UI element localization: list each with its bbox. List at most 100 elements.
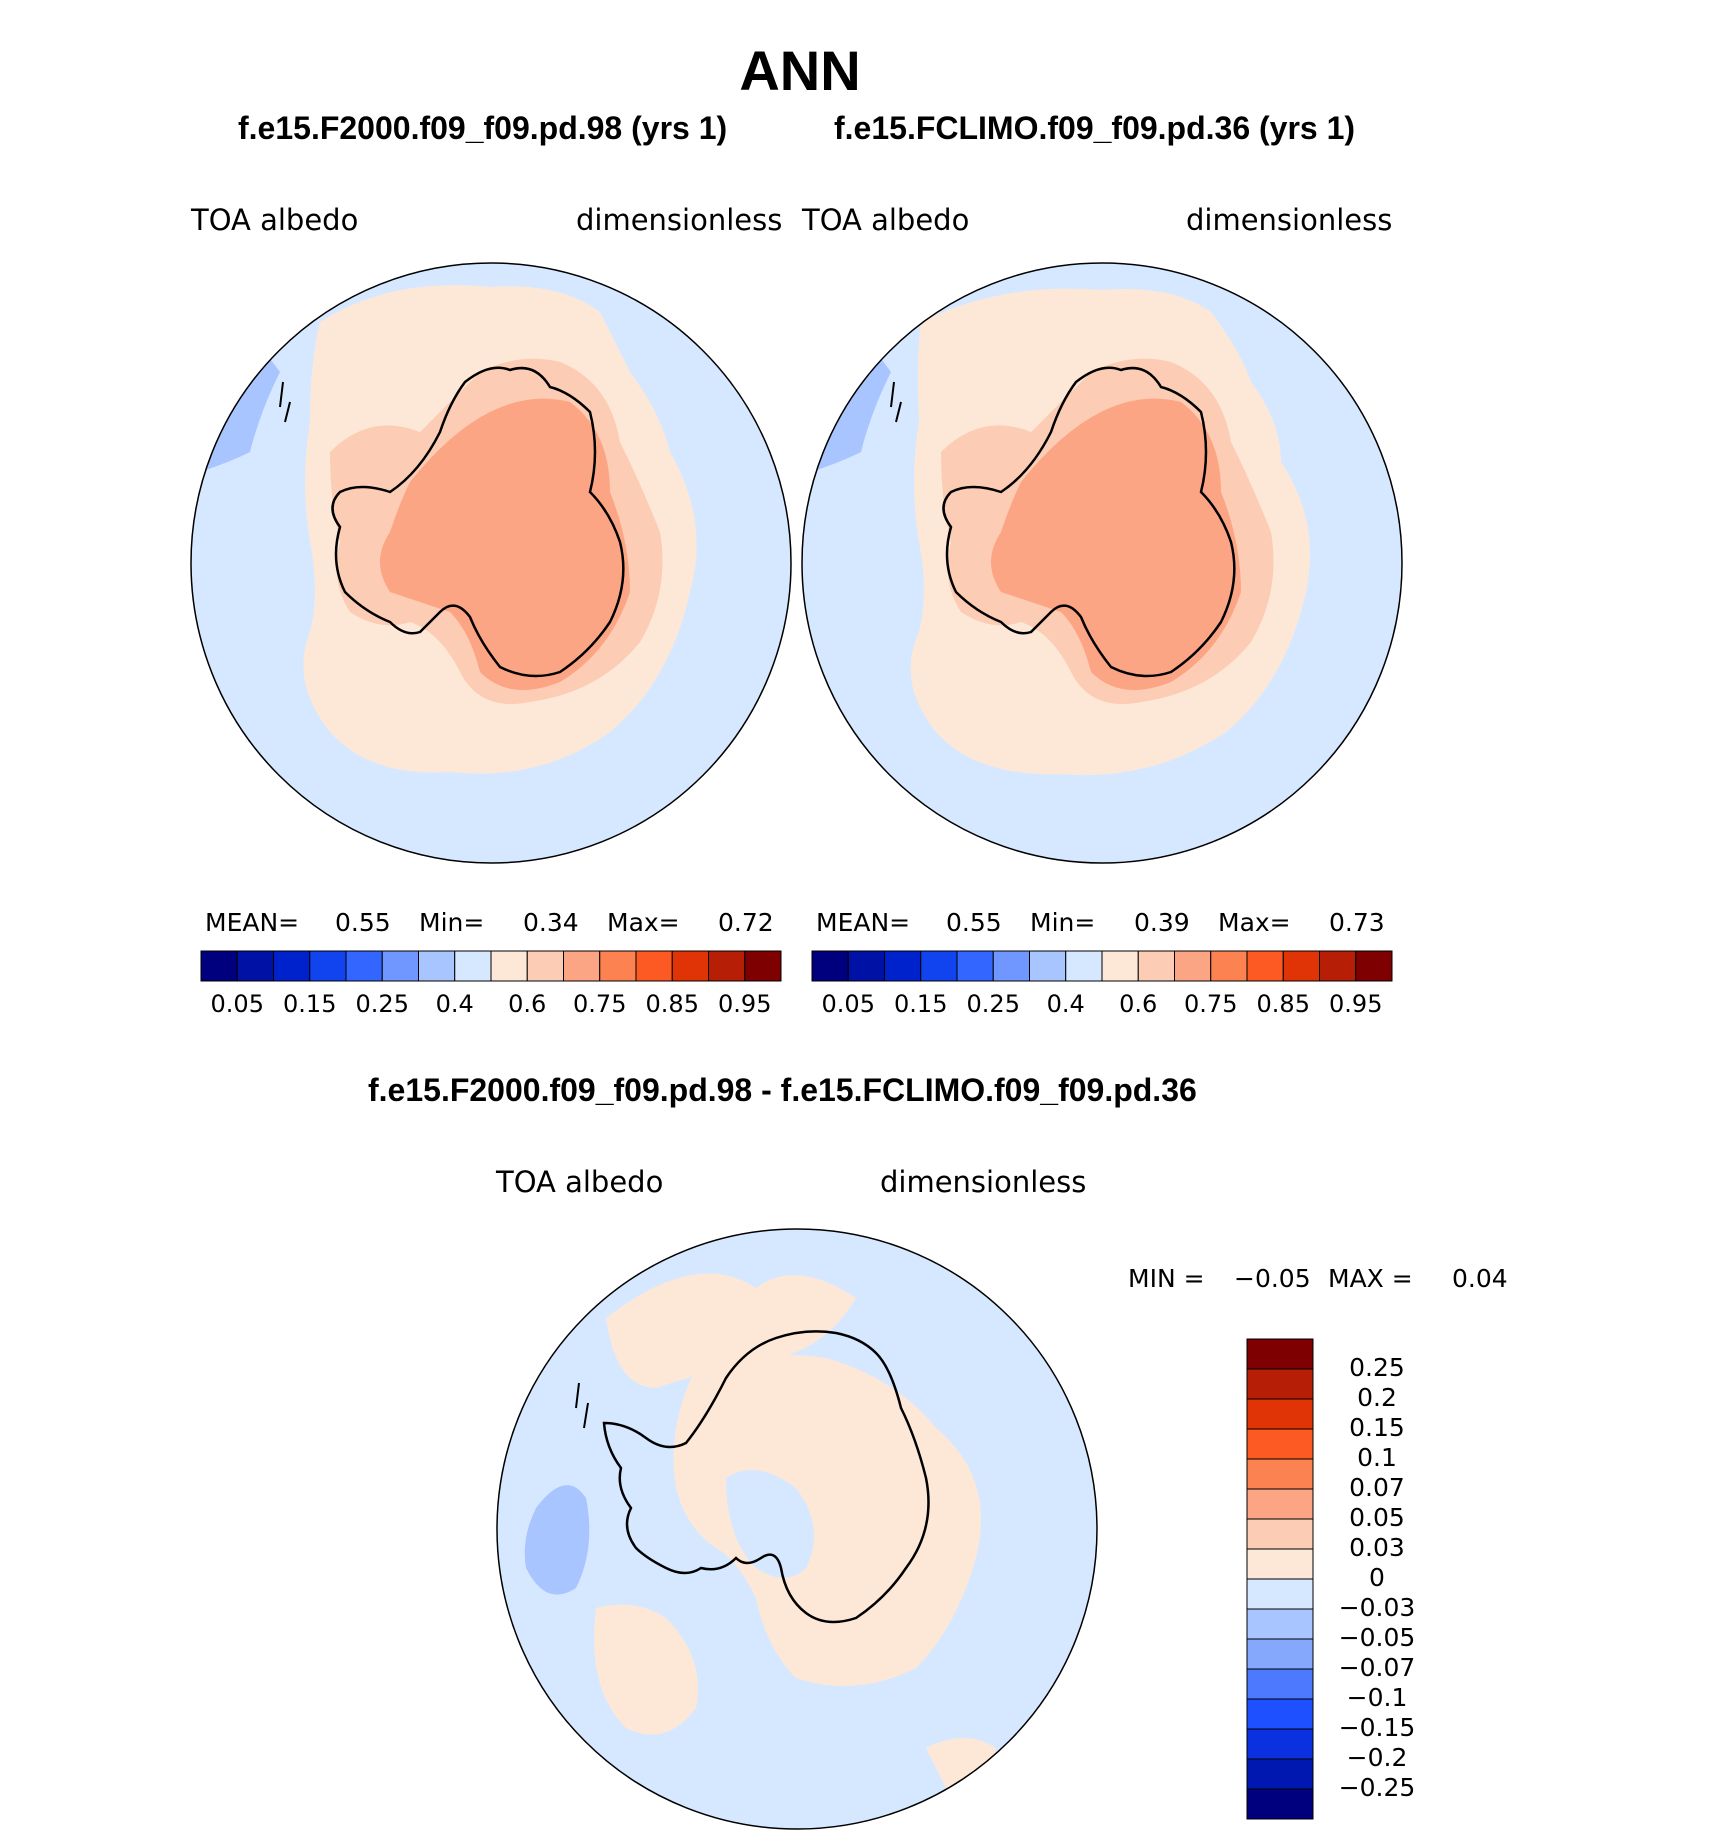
right-max-value: 0.73	[1329, 908, 1385, 937]
colorbar-swatch	[309, 950, 347, 982]
case-title-right: f.e15.FCLIMO.f09_f09.pd.36 (yrs 1)	[834, 110, 1356, 146]
colorbar-swatch	[1246, 1638, 1314, 1670]
high-albedo-zone	[380, 398, 630, 690]
colorbar-swatch	[563, 950, 601, 982]
diff-max-label: MAX =	[1328, 1264, 1413, 1293]
colorbar-swatch	[1246, 1458, 1314, 1490]
difference-colorbar	[1246, 1338, 1314, 1820]
colorbar-tick-label: −0.15	[1338, 1713, 1416, 1742]
colorbar-tick-label: −0.03	[1338, 1593, 1416, 1622]
colorbar-swatch	[1282, 950, 1320, 982]
difference-title: f.e15.F2000.f09_f09.pd.98 - f.e15.FCLIMO…	[368, 1072, 1197, 1108]
colorbar-tick-label: 0.6	[1119, 990, 1158, 1018]
colorbar-tick-label: 0.4	[1046, 990, 1085, 1018]
colorbar-swatch	[744, 950, 782, 982]
left-min-label: Min=	[419, 908, 485, 937]
left-colorbar	[200, 950, 782, 982]
colorbar-tick-label: −0.05	[1338, 1623, 1416, 1652]
colorbar-tick-label: 0.15	[283, 990, 337, 1018]
colorbar-swatch	[1246, 1398, 1314, 1430]
left-colorbar-ticks: 0.05 0.15 0.25 0.4 0.6 0.75 0.85 0.95	[200, 990, 782, 1020]
colorbar-swatch	[708, 950, 746, 982]
colorbar-swatch	[418, 950, 456, 982]
left-min-value: 0.34	[523, 908, 579, 937]
diff-max-value: 0.04	[1452, 1264, 1508, 1293]
colorbar-swatch	[1246, 1368, 1314, 1400]
colorbar-swatch	[1246, 950, 1284, 982]
colorbar-swatch	[1355, 950, 1393, 982]
coastline-islands	[890, 381, 902, 423]
right-colorbar	[811, 950, 1393, 982]
right-mean-label: MEAN=	[816, 908, 911, 937]
left-max-label: Max=	[607, 908, 680, 937]
colorbar-swatch	[1246, 1758, 1314, 1790]
colorbar-tick-label: −0.1	[1346, 1683, 1408, 1712]
colorbar-swatch	[599, 950, 637, 982]
colorbar-swatch	[1246, 1698, 1314, 1730]
colorbar-swatch	[200, 950, 238, 982]
colorbar-swatch	[1174, 950, 1212, 982]
coastline	[942, 366, 1236, 678]
colorbar-swatch	[1246, 1728, 1314, 1760]
colorbar-swatch	[1246, 1338, 1314, 1370]
colorbar-swatch	[1029, 950, 1067, 982]
colorbar-tick-label: 0.05	[210, 990, 264, 1018]
right-max-label: Max=	[1218, 908, 1291, 937]
negative-diff-inland	[726, 1470, 814, 1578]
colorbar-swatch	[1246, 1428, 1314, 1460]
colorbar-tick-label: 0.15	[894, 990, 948, 1018]
colorbar-tick-label: 0.4	[435, 990, 474, 1018]
colorbar-swatch	[635, 950, 673, 982]
main-title: ANN	[739, 39, 861, 102]
colorbar-tick-label: 0.75	[1184, 990, 1238, 1018]
left-mean-label: MEAN=	[205, 908, 300, 937]
left-variable-label: TOA albedo	[191, 203, 359, 237]
coastline-islands	[575, 1382, 589, 1429]
left-units-label: dimensionless	[576, 203, 783, 237]
right-min-value: 0.39	[1134, 908, 1190, 937]
colorbar-tick-label: 0.95	[718, 990, 772, 1018]
colorbar-swatch	[671, 950, 709, 982]
map-border	[496, 1228, 1098, 1830]
colorbar-swatch	[920, 950, 958, 982]
colorbar-swatch	[884, 950, 922, 982]
difference-polar-map	[496, 1228, 1098, 1830]
colorbar-tick-label: −0.2	[1346, 1743, 1408, 1772]
colorbar-swatch	[1065, 950, 1103, 982]
colorbar-tick-label: 0.25	[1349, 1353, 1405, 1382]
colorbar-swatch	[454, 950, 492, 982]
diff-variable-label: TOA albedo	[496, 1165, 664, 1199]
colorbar-swatch	[811, 950, 849, 982]
colorbar-swatch	[273, 950, 311, 982]
colorbar-tick-label: 0.05	[821, 990, 875, 1018]
left-mean-value: 0.55	[335, 908, 391, 937]
positive-diff-patch	[606, 1273, 856, 1388]
colorbar-swatch	[1246, 1488, 1314, 1520]
colorbar-tick-label: 0.95	[1329, 990, 1383, 1018]
right-mean-value: 0.55	[946, 908, 1002, 937]
right-polar-map	[801, 262, 1403, 864]
colorbar-tick-label: 0.15	[1349, 1413, 1405, 1442]
colorbar-swatch	[1101, 950, 1139, 982]
right-units-label: dimensionless	[1186, 203, 1393, 237]
colorbar-tick-label: −0.25	[1338, 1773, 1416, 1802]
difference-colorbar-ticks: 0.25 0.2 0.15 0.1 0.07 0.05 0.03 0 −0.03 −0.05 −0.…	[1322, 1338, 1442, 1822]
colorbar-swatch	[1246, 1608, 1314, 1640]
colorbar-swatch	[1246, 1548, 1314, 1580]
coastline-islands	[279, 381, 291, 423]
colorbar-tick-label: 0.85	[645, 990, 699, 1018]
colorbar-tick-label: 0.25	[355, 990, 409, 1018]
diff-units-label: dimensionless	[880, 1165, 1087, 1199]
colorbar-tick-label: 0.2	[1357, 1383, 1397, 1412]
colorbar-swatch	[236, 950, 274, 982]
coastline	[331, 366, 625, 678]
colorbar-swatch	[1246, 1518, 1314, 1550]
case-title-left: f.e15.F2000.f09_f09.pd.98 (yrs 1)	[238, 110, 728, 146]
coastline	[602, 1330, 930, 1624]
left-max-value: 0.72	[718, 908, 774, 937]
right-variable-label: TOA albedo	[802, 203, 970, 237]
colorbar-swatch	[1210, 950, 1248, 982]
left-polar-map	[190, 262, 792, 864]
colorbar-swatch	[1246, 1788, 1314, 1820]
colorbar-swatch	[526, 950, 564, 982]
